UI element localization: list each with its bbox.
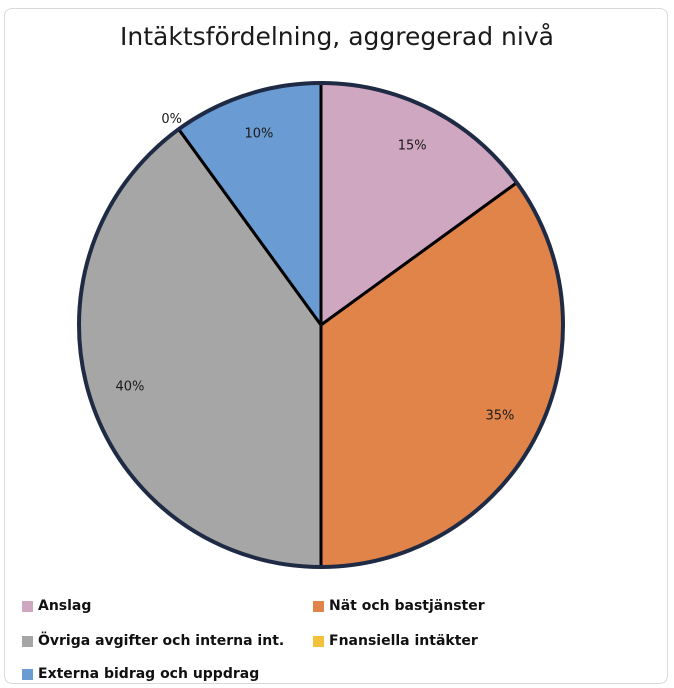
legend-label-ovriga-avgifter-och-interna-int: Övriga avgifter och interna int. [38, 633, 285, 649]
legend-swatch-ovriga-avgifter-och-interna-int [22, 635, 33, 647]
legend-label-nat-och-bastjanster: Nät och bastjänster [329, 598, 485, 614]
data-label-fnansiella-intakter: 0% [161, 112, 182, 127]
legend-item-externa-bidrag-och-uppdrag: Externa bidrag och uppdrag [22, 666, 259, 682]
data-label-externa-bidrag-och-uppdrag: 10% [244, 126, 273, 141]
legend-item-fnansiella-intakter: Fnansiella intäkter [313, 633, 478, 649]
legend-label-externa-bidrag-och-uppdrag: Externa bidrag och uppdrag [38, 666, 260, 682]
legend-label-anslag: Anslag [38, 598, 92, 614]
chart-title: Intäktsfördelning, aggregerad nivå [120, 22, 554, 51]
legend-swatch-fnansiella-intakter [313, 635, 324, 647]
legend-item-ovriga-avgifter-och-interna-int: Övriga avgifter och interna int. [22, 633, 284, 649]
legend-item-anslag: Anslag [22, 598, 91, 614]
legend-swatch-externa-bidrag-och-uppdrag [22, 668, 33, 680]
legend-swatch-anslag [22, 600, 33, 612]
legend-item-nat-och-bastjanster: Nät och bastjänster [313, 598, 485, 614]
legend-label-fnansiella-intakter: Fnansiella intäkter [329, 633, 478, 649]
data-label-anslag: 15% [398, 139, 427, 154]
data-label-nat-och-bastjanster: 35% [486, 409, 515, 424]
data-label-ovriga-avgifter-och-interna-int: 40% [116, 380, 145, 395]
pie-outline [77, 81, 565, 569]
legend-swatch-nat-och-bastjanster [313, 600, 324, 612]
